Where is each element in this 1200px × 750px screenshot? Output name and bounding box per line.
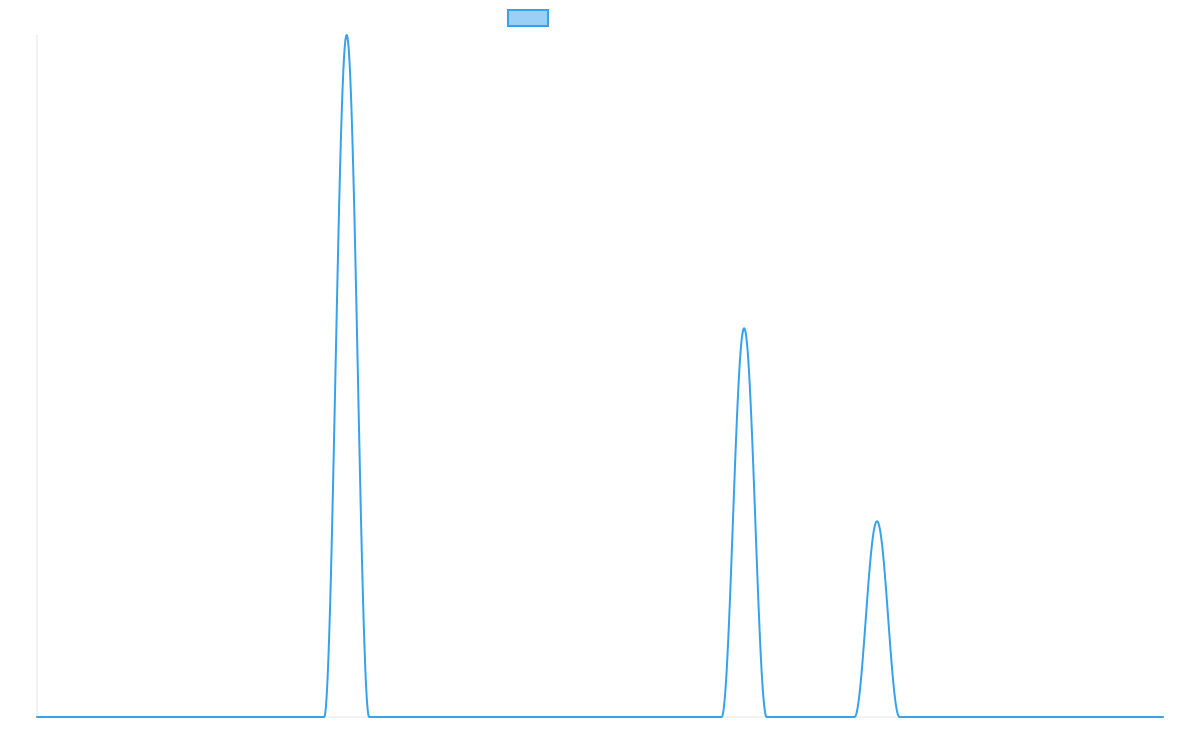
- peak-point-3[interactable]: [871, 515, 883, 527]
- peak-points: [341, 29, 883, 527]
- series-line[interactable]: [36, 34, 1164, 718]
- peak-point-2[interactable]: [738, 322, 750, 334]
- legend-swatch[interactable]: [507, 9, 549, 27]
- peak-point-1[interactable]: [341, 29, 353, 41]
- legend[interactable]: [507, 9, 549, 27]
- plot-area: [36, 29, 1164, 718]
